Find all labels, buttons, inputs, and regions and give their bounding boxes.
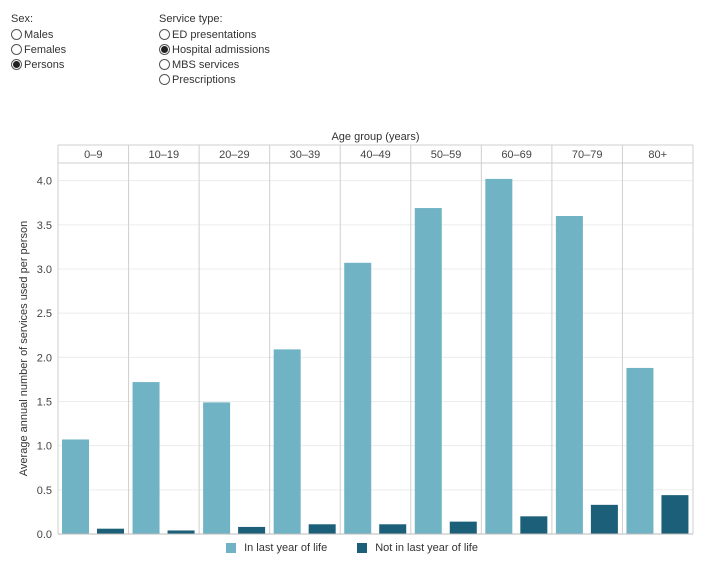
- radio-sex-males[interactable]: Males: [11, 27, 53, 42]
- category-label: 60–69: [501, 149, 532, 161]
- y-axis-label: Average annual number of services used p…: [18, 221, 30, 476]
- category-label: 20–29: [219, 149, 250, 161]
- radio-label: Hospital admissions: [172, 43, 270, 56]
- radio-service-mbs[interactable]: MBS services: [159, 57, 239, 72]
- y-tick-label: 3.5: [37, 220, 52, 232]
- y-tick-label: 0.0: [37, 529, 52, 540]
- bar-not-in-last-year: [167, 530, 195, 534]
- radio-label: ED presentations: [172, 28, 257, 41]
- y-tick-label: 2.5: [37, 308, 52, 320]
- legend-item-not-in-last-year[interactable]: Not in last year of life: [357, 542, 478, 554]
- top-axis-label: Age group (years): [331, 131, 419, 143]
- bar-not-in-last-year: [520, 516, 548, 534]
- sex-filter-title: Sex:: [11, 13, 34, 25]
- bar-in-last-year: [344, 262, 372, 534]
- category-label: 30–39: [290, 149, 321, 161]
- radio-button-icon[interactable]: [159, 74, 170, 85]
- radio-sex-females[interactable]: Females: [11, 42, 66, 57]
- y-tick-label: 0.5: [37, 485, 52, 497]
- category-label: 70–79: [572, 149, 603, 161]
- radio-service-hospital[interactable]: Hospital admissions: [159, 42, 270, 57]
- bar-in-last-year: [414, 208, 442, 535]
- bar-in-last-year: [203, 402, 231, 534]
- legend-label: Not in last year of life: [375, 542, 478, 554]
- y-tick-label: 1.5: [37, 397, 52, 409]
- bar-in-last-year: [555, 216, 583, 534]
- bar-not-in-last-year: [661, 495, 689, 534]
- legend-swatch: [226, 543, 237, 553]
- radio-label: Males: [24, 28, 54, 41]
- bar-chart: Age group (years) Average annual number o…: [18, 131, 694, 540]
- legend-label: In last year of life: [244, 542, 328, 554]
- radio-button-icon[interactable]: [159, 59, 170, 70]
- category-label: 10–19: [149, 149, 180, 161]
- radio-button-icon[interactable]: [11, 59, 22, 70]
- category-label: 40–49: [360, 149, 391, 161]
- bar-not-in-last-year: [308, 524, 336, 534]
- bar-not-in-last-year: [590, 504, 618, 534]
- bar-not-in-last-year: [449, 521, 477, 534]
- radio-button-icon[interactable]: [11, 44, 22, 55]
- radio-service-prescriptions[interactable]: Prescriptions: [159, 72, 236, 87]
- legend-item-in-last-year[interactable]: In last year of life: [226, 542, 327, 554]
- y-tick-label: 3.0: [37, 264, 52, 276]
- radio-label: Prescriptions: [172, 73, 236, 86]
- bar-not-in-last-year: [97, 528, 124, 534]
- radio-button-icon[interactable]: [159, 44, 170, 55]
- bar-in-last-year: [485, 178, 513, 534]
- service-type-filter-title: Service type:: [159, 13, 223, 25]
- category-label: 50–59: [431, 149, 462, 161]
- radio-button-icon[interactable]: [11, 29, 22, 40]
- radio-service-ed[interactable]: ED presentations: [159, 27, 256, 42]
- radio-button-icon[interactable]: [159, 29, 170, 40]
- category-label: 0–9: [84, 149, 102, 161]
- y-tick-label: 4.0: [37, 176, 52, 188]
- category-label: 80+: [648, 149, 667, 161]
- y-tick-label: 2.0: [37, 352, 52, 364]
- bar-in-last-year: [626, 367, 654, 534]
- chart-legend: In last year of life Not in last year of…: [0, 542, 704, 554]
- bar-in-last-year: [62, 439, 89, 534]
- bar-not-in-last-year: [238, 526, 266, 534]
- radio-label: Females: [24, 43, 67, 56]
- radio-sex-persons[interactable]: Persons: [11, 57, 64, 72]
- y-tick-label: 1.0: [37, 441, 52, 453]
- bar-in-last-year: [132, 382, 160, 534]
- radio-label: MBS services: [172, 58, 240, 71]
- bar-in-last-year: [273, 349, 301, 534]
- bar-not-in-last-year: [379, 524, 407, 534]
- radio-label: Persons: [24, 58, 65, 71]
- legend-swatch: [357, 543, 368, 553]
